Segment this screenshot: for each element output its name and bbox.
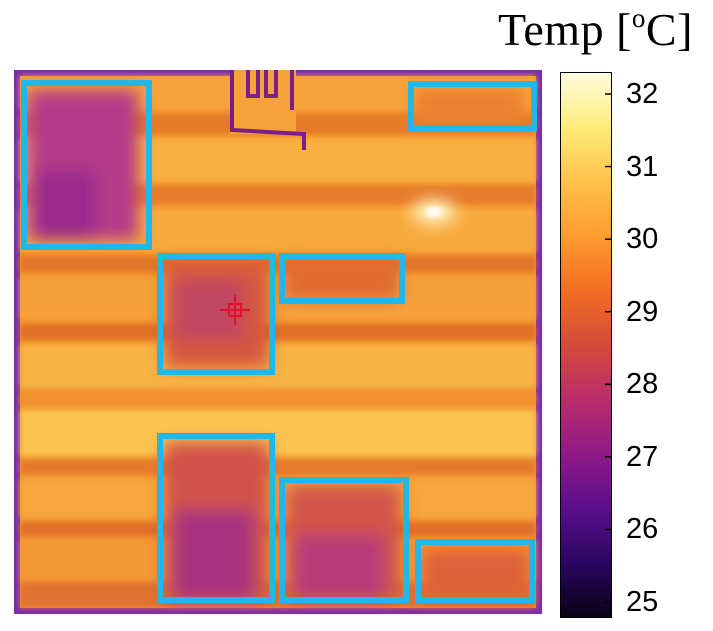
highlight-box bbox=[157, 433, 275, 603]
colorbar-gradient bbox=[560, 72, 612, 618]
colorbar-tick-label: 26 bbox=[626, 513, 659, 546]
colorbar bbox=[560, 72, 612, 618]
junction-box bbox=[230, 70, 306, 150]
highlight-box bbox=[279, 253, 405, 304]
colorbar-tick-label: 27 bbox=[626, 440, 659, 473]
colorbar-title: Temp [oC] bbox=[498, 2, 693, 58]
colorbar-tick-label: 30 bbox=[626, 223, 659, 256]
colorbar-tick-label: 32 bbox=[626, 78, 659, 110]
colorbar-title-degree: o bbox=[631, 3, 646, 33]
highlight-box bbox=[408, 81, 537, 131]
colorbar-ticks bbox=[605, 93, 612, 603]
highlight-boxes bbox=[21, 80, 537, 603]
thermal-image bbox=[14, 70, 542, 614]
cool-regions bbox=[28, 88, 530, 602]
colorbar-tick-label: 31 bbox=[626, 150, 659, 183]
colorbar-title-unit: C] bbox=[645, 4, 693, 55]
highlight-box bbox=[279, 477, 409, 603]
highlight-box bbox=[21, 80, 152, 250]
crosshair-marker bbox=[220, 295, 250, 325]
colorbar-tick-label: 28 bbox=[626, 368, 659, 401]
colorbar-tick-label: 25 bbox=[626, 586, 659, 618]
highlight-box bbox=[157, 253, 275, 375]
highlight-box bbox=[415, 539, 535, 603]
colorbar-title-prefix: Temp [ bbox=[498, 4, 632, 55]
colorbar-tick-label: 29 bbox=[626, 295, 659, 328]
